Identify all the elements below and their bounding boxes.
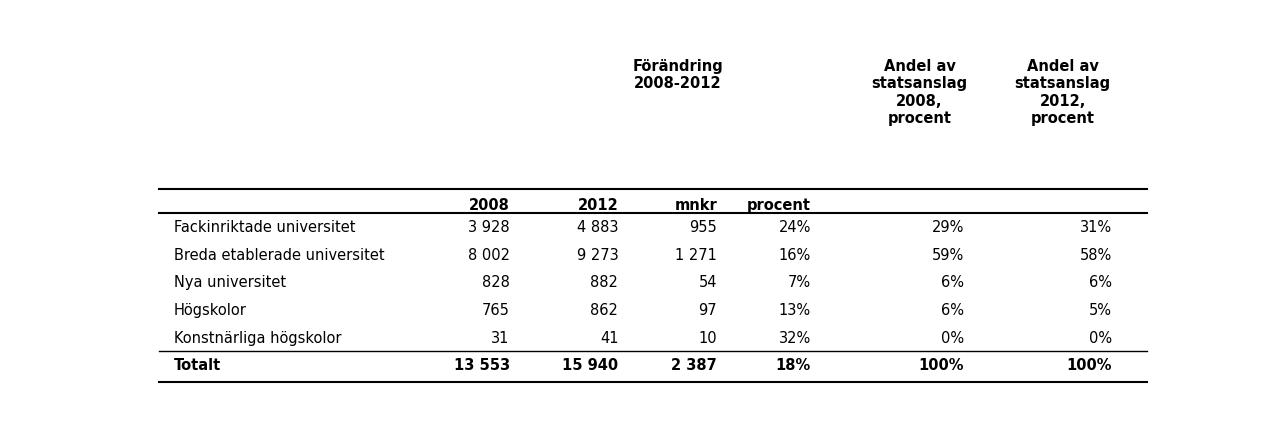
Text: 16%: 16% [778,248,812,263]
Text: Andel av
statsanslag
2008,
procent: Andel av statsanslag 2008, procent [871,59,967,126]
Text: Fackinriktade universitet: Fackinriktade universitet [175,220,355,235]
Text: 6%: 6% [941,276,964,290]
Text: 100%: 100% [919,358,964,373]
Text: 5%: 5% [1089,303,1112,318]
Text: 1 271: 1 271 [675,248,717,263]
Text: 29%: 29% [931,220,964,235]
Text: 100%: 100% [1066,358,1112,373]
Text: 41: 41 [600,331,618,346]
Text: 97: 97 [698,303,717,318]
Text: 18%: 18% [776,358,812,373]
Text: 765: 765 [482,303,510,318]
Text: Nya universitet: Nya universitet [175,276,287,290]
Text: 24%: 24% [778,220,812,235]
Text: 862: 862 [590,303,618,318]
Text: Förändring
2008-2012: Förändring 2008-2012 [632,59,722,91]
Text: Konstnärliga högskolor: Konstnärliga högskolor [175,331,341,346]
Text: 31: 31 [492,331,510,346]
Text: 7%: 7% [787,276,812,290]
Text: 0%: 0% [940,331,964,346]
Text: 32%: 32% [778,331,812,346]
Text: 8 002: 8 002 [468,248,510,263]
Text: 10: 10 [698,331,717,346]
Text: 31%: 31% [1080,220,1112,235]
Text: Breda etablerade universitet: Breda etablerade universitet [175,248,385,263]
Text: 2012: 2012 [577,198,618,214]
Text: Totalt: Totalt [175,358,222,373]
Text: 882: 882 [590,276,618,290]
Text: 6%: 6% [1089,276,1112,290]
Text: 3 928: 3 928 [468,220,510,235]
Text: 2 387: 2 387 [671,358,717,373]
Text: 13 553: 13 553 [454,358,510,373]
Text: 13%: 13% [778,303,812,318]
Text: procent: procent [747,198,812,214]
Text: Andel av
statsanslag
2012,
procent: Andel av statsanslag 2012, procent [1014,59,1111,126]
Text: 6%: 6% [941,303,964,318]
Text: 0%: 0% [1089,331,1112,346]
Text: 955: 955 [689,220,717,235]
Text: mnkr: mnkr [674,198,717,214]
Text: 9 273: 9 273 [577,248,618,263]
Text: 59%: 59% [931,248,964,263]
Text: 54: 54 [698,276,717,290]
Text: 58%: 58% [1080,248,1112,263]
Text: 828: 828 [482,276,510,290]
Text: 4 883: 4 883 [577,220,618,235]
Text: Högskolor: Högskolor [175,303,247,318]
Text: 15 940: 15 940 [562,358,618,373]
Text: 2008: 2008 [469,198,510,214]
